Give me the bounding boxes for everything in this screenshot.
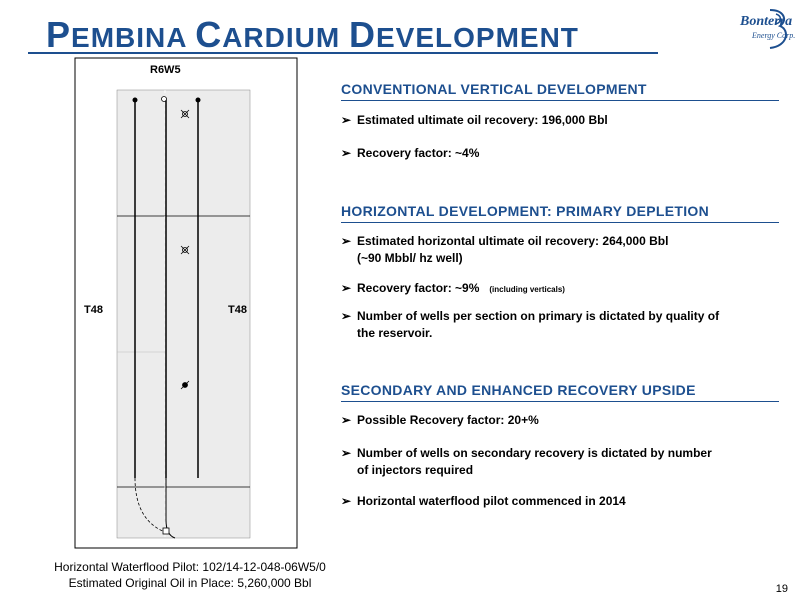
title-underline: [28, 52, 658, 54]
bullet-item: ➢ Recovery factor: ~9% (including vertical…: [341, 281, 565, 295]
heading-rule: [341, 100, 779, 101]
bullet-item: ➢ Horizontal waterflood pilot commenced i…: [341, 494, 626, 508]
bullet-item: ➢ Estimated horizontal ultimate oil recov…: [341, 234, 669, 265]
heading-rule: [341, 401, 779, 402]
section-area: [116, 89, 251, 539]
vertical-well-symbol: [161, 96, 167, 102]
page-number: 19: [775, 583, 788, 595]
company-logo: [769, 9, 787, 49]
well-surface-dot: [132, 97, 138, 103]
map-caption-pilot: Horizontal Waterflood Pilot: 102/14-12-0…: [54, 560, 326, 574]
range-label: R6W5: [150, 64, 181, 76]
injector-symbol: [162, 527, 170, 535]
heading-rule: [341, 222, 779, 223]
township-label-left: T48: [84, 304, 103, 316]
logo-name: Bonterra: [740, 14, 793, 29]
bullet-item: ➢ Recovery factor: ~4%: [341, 146, 480, 160]
abandoned-well-symbol: [180, 109, 190, 119]
bullet-item: ➢ Number of wells per section on primary …: [341, 309, 720, 340]
section-heading-vertical: CONVENTIONAL VERTICAL DEVELOPMENT: [341, 81, 647, 97]
bullet-item: ➢ Estimated ultimate oil recovery: 196,00…: [341, 113, 608, 127]
well-map: [74, 57, 298, 549]
map-caption-ooip: Estimated Original Oil in Place: 5,260,0…: [68, 576, 312, 590]
well-surface-dot: [195, 97, 201, 103]
page-title: PEMBINA CARDIUM DEVELOPMENT: [46, 14, 579, 55]
bullet-item: ➢ Possible Recovery factor: 20+%: [341, 413, 539, 427]
section-heading-secondary: SECONDARY AND ENHANCED RECOVERY UPSIDE: [341, 382, 696, 398]
section-heading-horizontal: HORIZONTAL DEVELOPMENT: PRIMARY DEPLETIO…: [341, 203, 710, 219]
oil-well-symbol: [180, 380, 190, 390]
township-label-right: T48: [228, 304, 247, 316]
abandoned-well-symbol: [180, 245, 190, 255]
injector-path: [134, 477, 166, 533]
logo-tagline: Energy Corp.: [752, 31, 796, 40]
bullet-item: ➢ Number of wells on secondary recovery i…: [341, 446, 712, 477]
